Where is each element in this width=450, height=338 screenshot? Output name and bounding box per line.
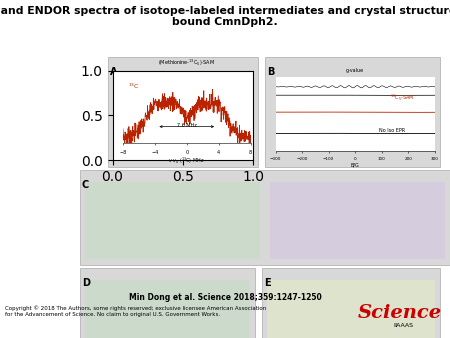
X-axis label: B/G: B/G <box>351 163 360 168</box>
Bar <box>80 170 450 265</box>
Text: Science: Science <box>358 304 442 322</box>
Bar <box>85 280 250 338</box>
Text: $^{13}$C: $^{13}$C <box>128 82 140 91</box>
Text: Copyright © 2018 The Authors, some rights reserved; exclusive licensee American : Copyright © 2018 The Authors, some right… <box>5 305 266 317</box>
Text: B: B <box>267 67 274 77</box>
Text: E: E <box>264 278 270 288</box>
Text: C: C <box>82 180 89 190</box>
Bar <box>270 182 445 259</box>
Text: $^{13}$C$_5$-SAM: $^{13}$C$_5$-SAM <box>390 93 414 103</box>
Text: A: A <box>110 67 117 77</box>
Bar <box>85 182 260 259</box>
Text: (Methionine-$^{13}$C$_5$)-SAM: (Methionine-$^{13}$C$_5$)-SAM <box>158 58 215 68</box>
Text: ⅡAAAS: ⅡAAAS <box>393 323 413 328</box>
Text: Min Dong et al. Science 2018;359:1247-1250: Min Dong et al. Science 2018;359:1247-12… <box>129 293 321 302</box>
Bar <box>262 268 440 338</box>
Text: No Iso EPR: No Iso EPR <box>379 128 405 133</box>
Bar <box>265 57 440 167</box>
Text: bound CmnDph2.: bound CmnDph2. <box>172 17 278 27</box>
Text: D: D <box>82 278 90 288</box>
Bar <box>267 280 435 338</box>
Text: g-value: g-value <box>346 68 364 73</box>
Bar <box>80 268 255 338</box>
Text: Fig. 3 EPR and ENDOR spectra of isotope-labeled intermediates and crystal struct: Fig. 3 EPR and ENDOR spectra of isotope-… <box>0 6 450 16</box>
Text: 7.6 MHz: 7.6 MHz <box>177 123 197 127</box>
X-axis label: $\nu$-$\nu$$_0$ ($^{13}$C) MHz: $\nu$-$\nu$$_0$ ($^{13}$C) MHz <box>168 156 205 166</box>
Bar <box>108 57 258 167</box>
